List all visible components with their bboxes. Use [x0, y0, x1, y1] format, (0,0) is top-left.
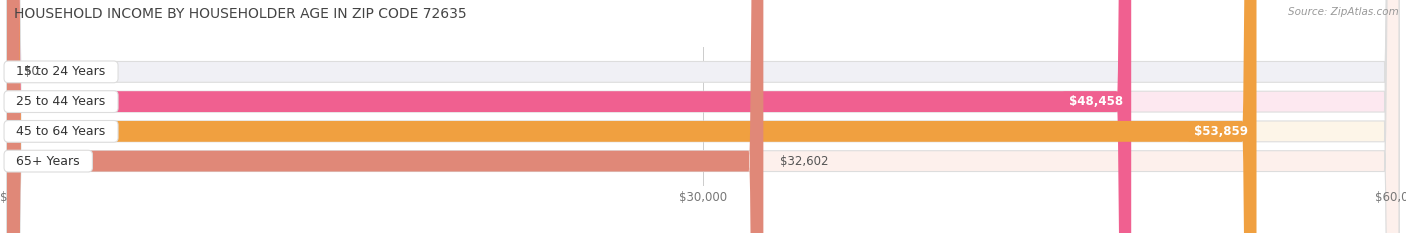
Text: 45 to 64 Years: 45 to 64 Years	[8, 125, 114, 138]
Text: $48,458: $48,458	[1064, 95, 1128, 108]
Text: $32,602: $32,602	[780, 155, 828, 168]
FancyBboxPatch shape	[7, 0, 1399, 233]
Text: $0: $0	[24, 65, 38, 78]
Text: Source: ZipAtlas.com: Source: ZipAtlas.com	[1288, 7, 1399, 17]
Text: 25 to 44 Years: 25 to 44 Years	[8, 95, 114, 108]
FancyBboxPatch shape	[7, 0, 763, 233]
FancyBboxPatch shape	[7, 0, 1399, 233]
Text: $53,859: $53,859	[1191, 125, 1253, 138]
FancyBboxPatch shape	[7, 0, 1132, 233]
FancyBboxPatch shape	[7, 0, 1257, 233]
Text: 15 to 24 Years: 15 to 24 Years	[8, 65, 114, 78]
FancyBboxPatch shape	[7, 0, 1399, 233]
Text: HOUSEHOLD INCOME BY HOUSEHOLDER AGE IN ZIP CODE 72635: HOUSEHOLD INCOME BY HOUSEHOLDER AGE IN Z…	[14, 7, 467, 21]
FancyBboxPatch shape	[7, 0, 1399, 233]
Text: 65+ Years: 65+ Years	[8, 155, 89, 168]
